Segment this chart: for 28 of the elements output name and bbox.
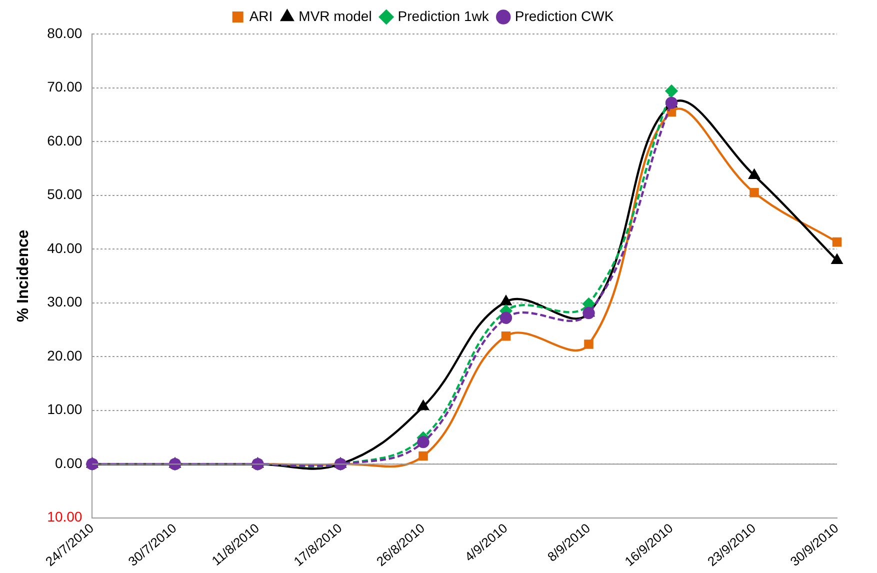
legend-label: Prediction 1wk — [398, 8, 490, 24]
point — [500, 312, 512, 324]
point — [501, 332, 511, 341]
point — [832, 254, 842, 264]
y-axis-title: % Incidence — [15, 230, 32, 322]
y-tick-label: 70.00 — [47, 78, 82, 95]
y-tick-label: 30.00 — [47, 294, 82, 310]
point — [665, 84, 678, 98]
y-tick-label: 80.00 — [47, 24, 82, 41]
y-tick-label: 10.00 — [47, 508, 82, 525]
point — [584, 340, 594, 349]
point — [417, 436, 430, 448]
legend-label: Prediction CWK — [514, 8, 614, 24]
point — [748, 169, 760, 179]
y-tick-label: 40.00 — [47, 240, 82, 256]
point — [500, 296, 512, 306]
point — [832, 237, 842, 247]
point — [582, 306, 595, 320]
y-tick-label: 50.00 — [47, 186, 82, 202]
legend-label: MVR model — [298, 8, 372, 24]
y-tick-label: 0.00 — [54, 454, 82, 471]
y-tick-label: 60.00 — [47, 132, 82, 148]
y-tick-label: 10.00 — [47, 401, 82, 418]
legend-label: ARI — [249, 8, 273, 24]
point — [418, 451, 428, 461]
y-tick-label: 20.00 — [47, 347, 82, 364]
point — [418, 400, 429, 410]
point — [750, 188, 759, 198]
